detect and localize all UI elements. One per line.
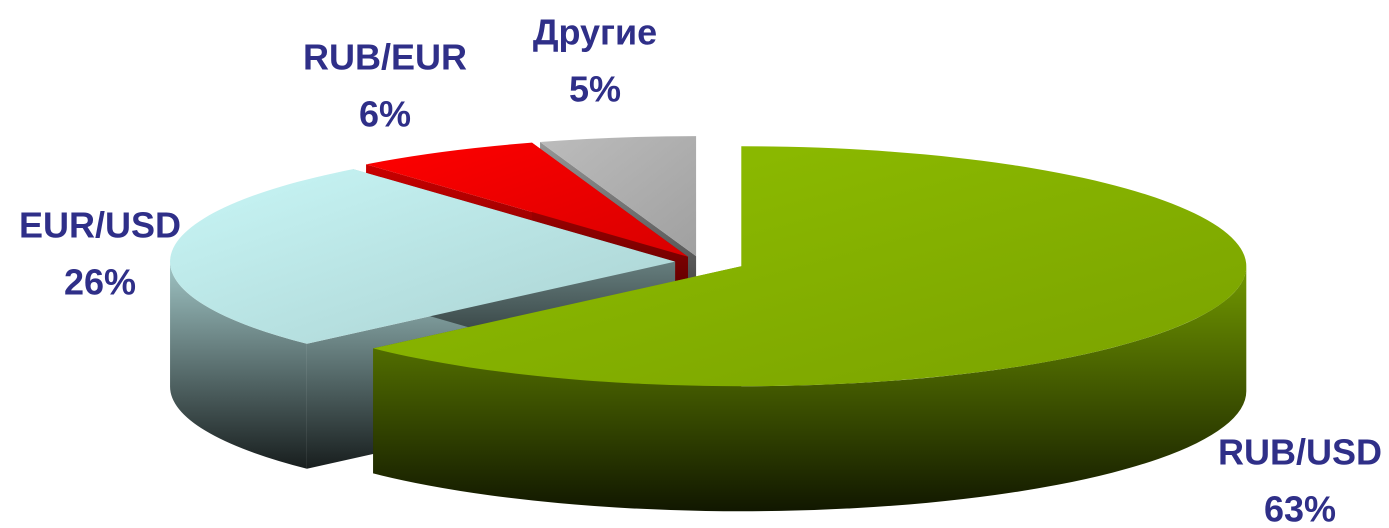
slice-side: [373, 266, 1247, 512]
slice-value-label: 63%: [1264, 489, 1336, 528]
slice-label: Другие: [533, 12, 657, 53]
slice-value-label: 5%: [569, 69, 621, 110]
slice: [170, 169, 676, 344]
slice-label: RUB/USD: [1218, 432, 1382, 473]
slice-value-label: 26%: [64, 262, 136, 303]
slice-label: EUR/USD: [19, 205, 181, 246]
slice: [366, 142, 688, 257]
slice-value-label: 6%: [359, 94, 411, 135]
slice-side: [170, 261, 307, 469]
slice: [540, 136, 697, 257]
slice-label: RUB/EUR: [303, 37, 467, 78]
slice: [373, 146, 1247, 387]
